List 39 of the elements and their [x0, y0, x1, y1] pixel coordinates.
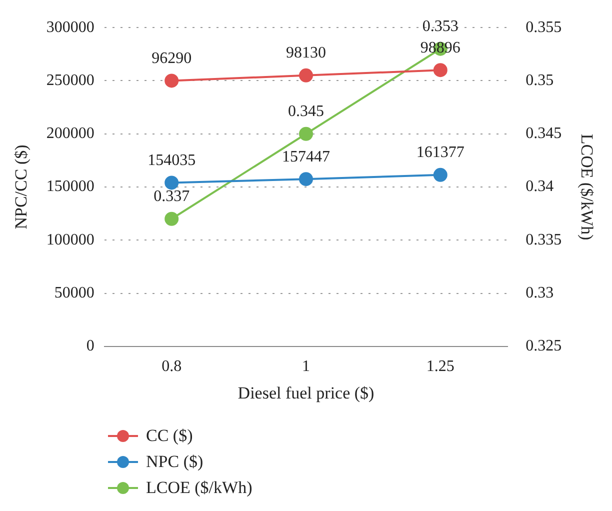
point [299, 172, 313, 186]
data-label: 0.345 [288, 103, 324, 120]
x-tick-label: 1.25 [426, 358, 454, 376]
y2-tick-label: 0.355 [526, 18, 562, 36]
point [164, 176, 179, 190]
point [299, 68, 313, 82]
y2-tick-label: 0.335 [526, 231, 562, 248]
y-tick-label: 250000 [46, 72, 94, 89]
point [433, 63, 448, 78]
point [164, 212, 179, 226]
x-tick-label: 1 [302, 358, 310, 376]
y-tick-label: 100000 [46, 231, 94, 248]
data-label: 154035 [148, 152, 196, 169]
data-label: 0.353 [422, 18, 458, 36]
point [433, 168, 448, 182]
x-axis-title: Diesel fuel price ($) [238, 383, 374, 402]
y-tick-label: 50000 [54, 284, 94, 302]
y2-tick-label: 0.34 [526, 178, 554, 196]
y2-tick-label: 0.325 [526, 338, 562, 355]
annotation: 96290 [152, 50, 192, 67]
data-label: 161377 [416, 144, 464, 162]
y2-tick-label: 0.33 [526, 284, 554, 302]
annotation: 98130 [286, 44, 326, 62]
point [164, 74, 179, 88]
y2-axis-title: LCOE ($/kWh) [577, 134, 596, 240]
y-tick-label: 0 [86, 338, 94, 355]
y2-tick-label: 0.35 [526, 72, 554, 89]
point [299, 126, 313, 141]
legend-label: LCOE ($/kWh) [146, 478, 252, 498]
legend-label: CC ($) [146, 426, 193, 446]
y-tick-label: 150000 [46, 178, 94, 196]
x-tick-label: 0.8 [162, 358, 182, 376]
y-tick-label: 200000 [46, 125, 94, 142]
y-tick-label: 300000 [46, 18, 94, 36]
data-label: 157447 [282, 148, 330, 166]
data-label: 0.337 [154, 188, 190, 206]
y-axis-title: NPC/CC ($) [12, 144, 31, 230]
legend-label: NPC ($) [146, 452, 204, 472]
y2-tick-label: 0.345 [526, 125, 562, 142]
